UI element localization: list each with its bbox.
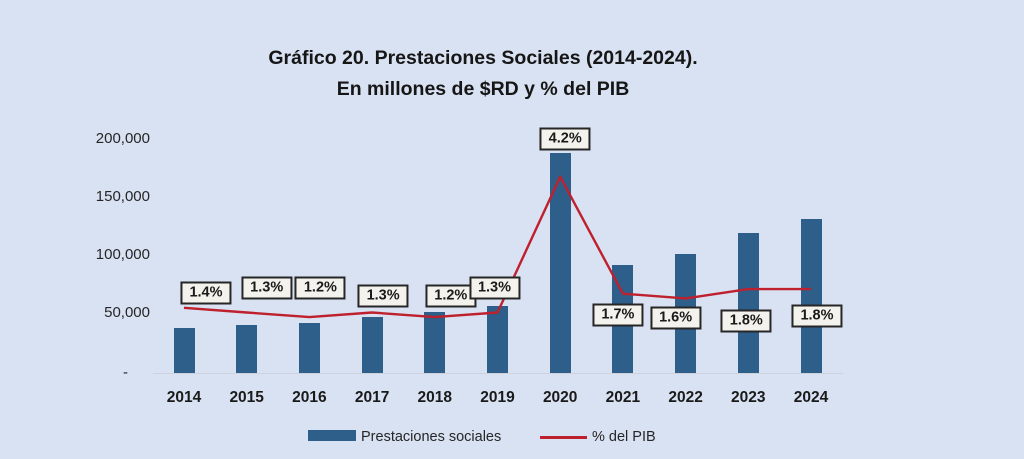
bar-2019 <box>487 306 508 374</box>
bar-2016 <box>298 322 320 374</box>
legend-line-label: % del PIB <box>592 429 656 445</box>
pib-label-2023: 1.8% <box>720 309 772 333</box>
x-axis-label-2016: 2016 <box>292 389 327 406</box>
bar-2024 <box>800 218 822 374</box>
pib-label-2020: 4.2% <box>539 127 591 151</box>
x-axis-label-2018: 2018 <box>417 389 453 406</box>
bar-2023 <box>737 232 759 374</box>
pib-label-2014: 1.4% <box>180 281 232 305</box>
y-axis-tick-50000: 50,000 <box>104 304 150 322</box>
pib-label-2024: 1.8% <box>791 304 843 328</box>
y-axis-tick-200000: 200,000 <box>95 130 150 147</box>
bar-2014 <box>173 327 195 374</box>
y-axis-tick-150000: 150,000 <box>95 187 150 205</box>
pib-label-2021: 1.7% <box>592 303 644 327</box>
bar-2020 <box>549 152 571 374</box>
y-axis-tick-0: - <box>123 364 128 382</box>
x-axis-label-2015: 2015 <box>229 389 264 406</box>
pib-label-2017: 1.3% <box>357 284 409 308</box>
pib-label-2016: 1.2% <box>294 276 346 300</box>
legend-bars-label: Prestaciones sociales <box>361 429 502 445</box>
x-axis-label-2022: 2022 <box>668 389 703 406</box>
pib-label-2022: 1.6% <box>650 306 702 330</box>
y-axis-tick-100000: 100,000 <box>95 246 150 263</box>
legend-line-swatch <box>540 436 587 439</box>
x-axis-label-2019: 2019 <box>480 389 515 406</box>
legend-bar-swatch <box>308 430 356 441</box>
bar-2017 <box>361 317 383 374</box>
chart-title: Gráfico 20. Prestaciones Sociales (2014-… <box>0 43 966 105</box>
bar-2015 <box>236 325 258 374</box>
x-axis-label-2017: 2017 <box>354 389 390 406</box>
bar-2018 <box>424 312 446 374</box>
x-axis-label-2023: 2023 <box>731 389 766 406</box>
x-axis-label-2020: 2020 <box>542 389 578 406</box>
x-axis-label-2014: 2014 <box>166 389 202 406</box>
pib-label-2019: 1.3% <box>468 276 521 300</box>
pib-label-2015: 1.3% <box>241 276 293 300</box>
chart-title-line1: Gráfico 20. Prestaciones Sociales (2014-… <box>268 47 698 69</box>
chart-title-line2: En millones de $RD y % del PIB <box>336 78 630 100</box>
x-axis-label-2024: 2024 <box>793 389 829 406</box>
x-axis-label-2021: 2021 <box>605 389 641 406</box>
